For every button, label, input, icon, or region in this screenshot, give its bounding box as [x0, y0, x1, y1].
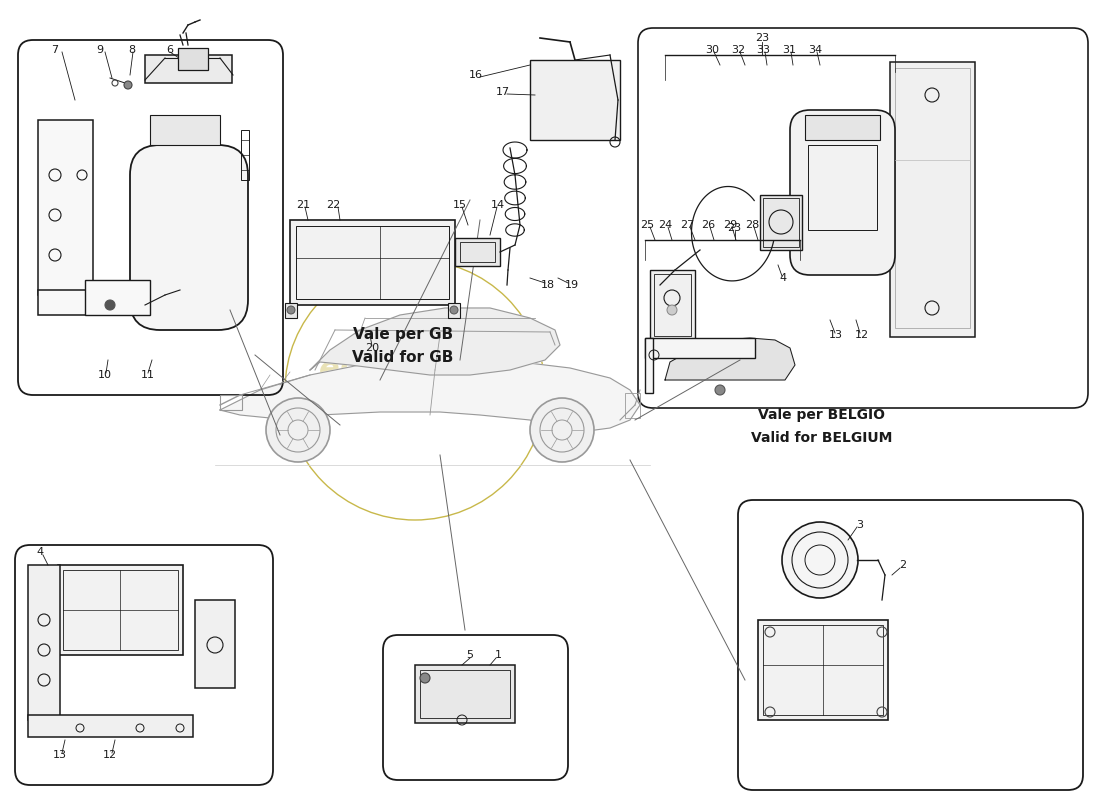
Text: Vale per GB: Vale per GB [353, 327, 453, 342]
Bar [455, 238, 500, 266]
Bar [220, 395, 242, 410]
Text: 2: 2 [900, 560, 906, 570]
Text: 9: 9 [97, 45, 103, 55]
Text: 17: 17 [496, 87, 510, 97]
Bar [39, 290, 148, 315]
Bar [296, 226, 449, 299]
Bar [85, 280, 150, 315]
Circle shape [782, 522, 858, 598]
Bar [420, 670, 510, 718]
Bar [63, 570, 178, 650]
Polygon shape [666, 338, 795, 380]
Text: 34: 34 [807, 45, 822, 55]
Circle shape [104, 300, 116, 310]
Text: 6: 6 [166, 45, 174, 55]
Circle shape [124, 81, 132, 89]
Text: 22: 22 [326, 200, 340, 210]
Text: eurospares: eurospares [319, 355, 512, 385]
Text: 7: 7 [52, 45, 58, 55]
Polygon shape [220, 360, 640, 432]
Bar [654, 274, 691, 336]
Text: 31: 31 [782, 45, 796, 55]
Bar [241, 130, 249, 180]
Text: 14: 14 [491, 200, 505, 210]
Text: 12: 12 [103, 750, 117, 760]
Text: 3: 3 [857, 520, 864, 530]
Text: 19: 19 [565, 280, 579, 290]
FancyBboxPatch shape [790, 110, 895, 275]
Text: 13: 13 [53, 750, 67, 760]
Text: Vale per BELGIO: Vale per BELGIO [759, 408, 886, 422]
Bar [150, 115, 220, 145]
Text: 18: 18 [541, 280, 556, 290]
Text: 4: 4 [36, 547, 44, 557]
Text: 26: 26 [701, 220, 715, 230]
Bar [808, 145, 877, 230]
Text: 21: 21 [296, 200, 310, 210]
Text: 23: 23 [727, 223, 741, 233]
Bar [39, 120, 94, 295]
Polygon shape [310, 308, 560, 375]
Text: 33: 33 [756, 45, 770, 55]
Text: 27: 27 [680, 220, 694, 230]
Bar [530, 60, 620, 140]
Bar [415, 665, 515, 723]
Text: 23: 23 [755, 33, 769, 43]
Circle shape [450, 306, 458, 314]
Bar [890, 62, 975, 337]
Bar [625, 393, 640, 418]
Bar [763, 625, 883, 715]
Bar [895, 68, 970, 328]
Text: 20: 20 [365, 343, 380, 353]
Circle shape [667, 305, 676, 315]
Text: 12: 12 [855, 330, 869, 340]
Circle shape [530, 398, 594, 462]
Text: 4: 4 [780, 273, 786, 283]
Text: 30: 30 [705, 45, 719, 55]
Text: a passion for parts since 1987: a passion for parts since 1987 [299, 390, 530, 406]
Text: 25: 25 [640, 220, 654, 230]
FancyBboxPatch shape [130, 145, 248, 330]
Text: 10: 10 [98, 370, 112, 380]
Bar [178, 48, 208, 70]
Bar [58, 565, 183, 655]
Text: 8: 8 [129, 45, 135, 55]
Text: 5: 5 [466, 650, 473, 660]
Text: 28: 28 [745, 220, 759, 230]
Circle shape [287, 306, 295, 314]
Bar [28, 565, 60, 720]
Bar [285, 303, 297, 318]
Circle shape [266, 398, 330, 462]
Bar [645, 338, 653, 393]
Text: 13: 13 [829, 330, 843, 340]
Bar [763, 198, 799, 247]
Bar [460, 242, 495, 262]
Circle shape [715, 385, 725, 395]
Text: Valid for BELGIUM: Valid for BELGIUM [751, 431, 893, 445]
Text: 29: 29 [723, 220, 737, 230]
Bar [145, 55, 232, 83]
Bar [290, 220, 455, 305]
Text: 15: 15 [453, 200, 468, 210]
Bar [805, 115, 880, 140]
Bar [195, 600, 235, 688]
Text: 32: 32 [730, 45, 745, 55]
Text: Valid for GB: Valid for GB [352, 350, 453, 366]
Text: 24: 24 [658, 220, 672, 230]
Text: 16: 16 [469, 70, 483, 80]
Bar [645, 338, 755, 358]
Bar [758, 620, 888, 720]
Bar [650, 270, 695, 340]
Circle shape [420, 673, 430, 683]
Text: 1: 1 [495, 650, 502, 660]
Bar [28, 715, 192, 737]
Text: 11: 11 [141, 370, 155, 380]
Bar [448, 303, 460, 318]
Bar [760, 195, 802, 250]
